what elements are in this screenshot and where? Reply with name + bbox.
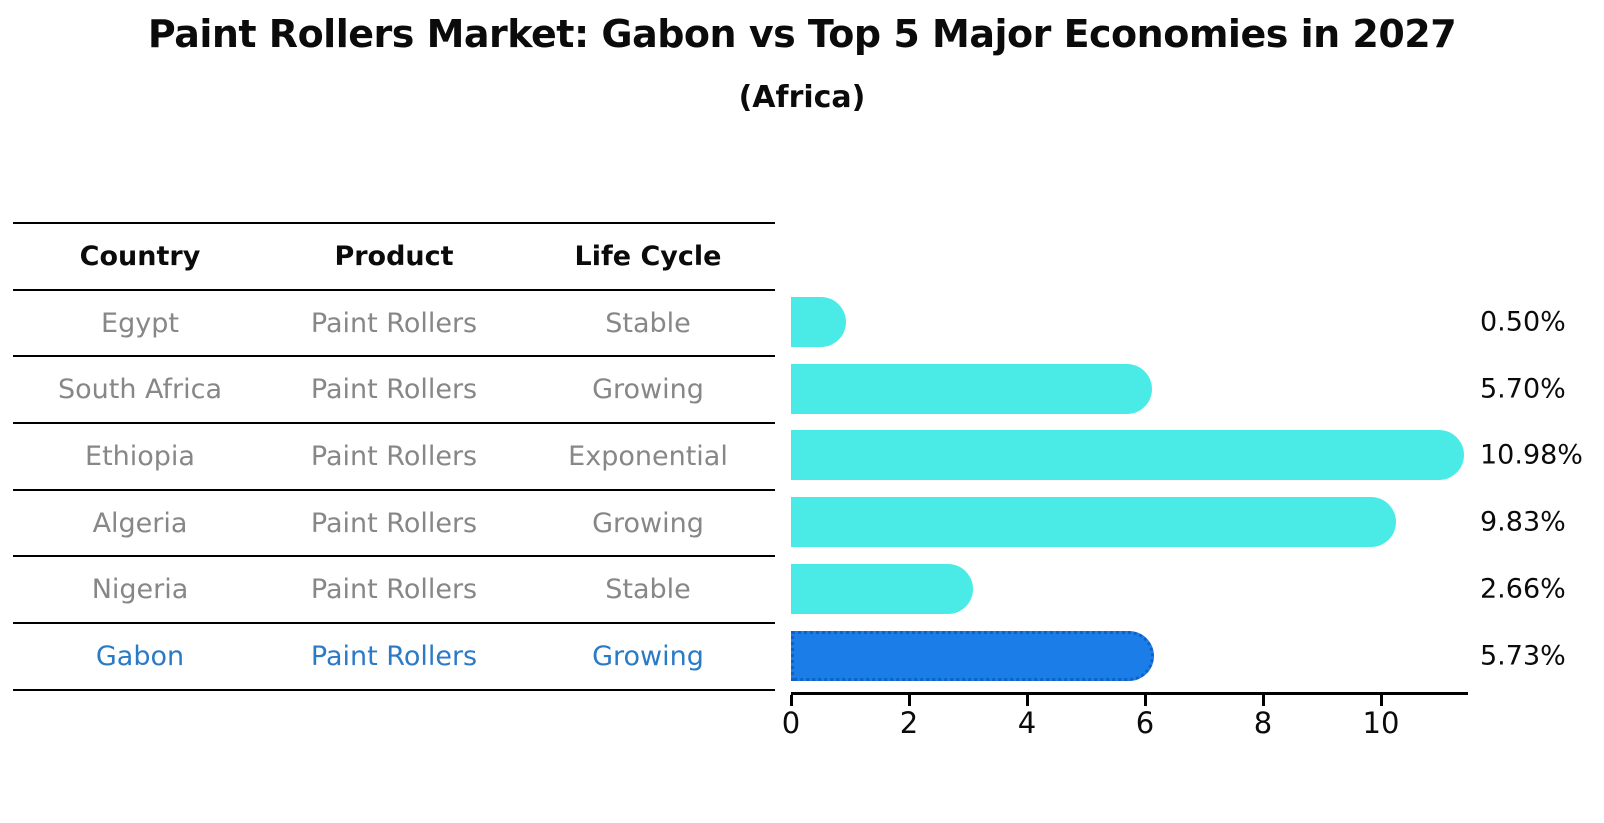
table-header-row: Country Product Life Cycle xyxy=(13,222,775,289)
page-title: Paint Rollers Market: Gabon vs Top 5 Maj… xyxy=(147,12,1457,56)
cell-life-cycle: Growing xyxy=(592,640,704,672)
x-tick-label-6: 6 xyxy=(1135,706,1155,740)
value-label-nigeria: 2.66% xyxy=(1480,573,1566,605)
x-tick-0 xyxy=(789,695,793,706)
cell-product: Paint Rollers xyxy=(310,574,478,606)
table-body: Egypt Paint Rollers Stable South Africa … xyxy=(13,288,775,689)
cell-country: Nigeria xyxy=(91,574,189,606)
cell-product: Paint Rollers xyxy=(310,507,478,539)
x-tick-10 xyxy=(1379,695,1383,706)
x-axis-spine xyxy=(791,692,1468,695)
value-label-algeria: 9.83% xyxy=(1480,506,1566,538)
cell-country: Algeria xyxy=(92,507,188,539)
bar-algeria xyxy=(791,497,1396,548)
cell-life-cycle: Exponential xyxy=(568,440,728,472)
header-cell-country: Country xyxy=(79,240,201,272)
cell-life-cycle: Growing xyxy=(592,507,704,539)
value-label-ethiopia: 10.98% xyxy=(1480,439,1583,471)
bar-south-africa xyxy=(791,363,1153,414)
cell-product: Paint Rollers xyxy=(310,374,478,406)
cell-country: Ethiopia xyxy=(85,440,195,472)
cell-country: Gabon xyxy=(95,640,185,672)
x-tick-label-10: 10 xyxy=(1362,706,1400,740)
x-tick-label-8: 8 xyxy=(1253,706,1273,740)
x-tick-8 xyxy=(1261,695,1265,706)
cell-life-cycle: Growing xyxy=(592,374,704,406)
cell-product: Paint Rollers xyxy=(310,640,478,672)
table-row-nigeria: Nigeria Paint Rollers Stable xyxy=(13,555,775,622)
bar-ethiopia xyxy=(791,430,1464,481)
table-row-south-africa: South Africa Paint Rollers Growing xyxy=(13,355,775,422)
cell-life-cycle: Stable xyxy=(605,307,691,339)
bar-egypt xyxy=(791,297,846,347)
table-row-gabon: Gabon Paint Rollers Growing xyxy=(13,622,775,689)
x-tick-label-2: 2 xyxy=(899,706,919,740)
cell-life-cycle: Stable xyxy=(605,574,691,606)
bar-gabon xyxy=(791,630,1155,681)
cell-country: Egypt xyxy=(101,307,179,339)
x-tick-2 xyxy=(907,695,911,706)
cell-product: Paint Rollers xyxy=(310,440,478,472)
x-tick-label-0: 0 xyxy=(781,706,801,740)
x-tick-6 xyxy=(1143,695,1147,706)
header-cell-life-cycle: Life Cycle xyxy=(574,240,722,272)
table-row-egypt: Egypt Paint Rollers Stable xyxy=(13,288,775,356)
header-cell-product: Product xyxy=(334,240,454,272)
x-tick-4 xyxy=(1025,695,1029,706)
page-subtitle: (Africa) xyxy=(738,80,866,115)
table-row-ethiopia: Ethiopia Paint Rollers Exponential xyxy=(13,422,775,489)
country-table: Country Product Life Cycle Egypt Paint R… xyxy=(13,222,775,691)
x-tick-label-4: 4 xyxy=(1017,706,1037,740)
value-label-egypt: 0.50% xyxy=(1480,306,1566,338)
cell-country: South Africa xyxy=(57,374,223,406)
value-label-gabon: 5.73% xyxy=(1480,640,1566,671)
table-row-algeria: Algeria Paint Rollers Growing xyxy=(13,488,775,556)
cell-product: Paint Rollers xyxy=(310,307,478,339)
value-label-south-africa: 5.70% xyxy=(1480,373,1566,405)
bar-nigeria xyxy=(791,563,973,614)
